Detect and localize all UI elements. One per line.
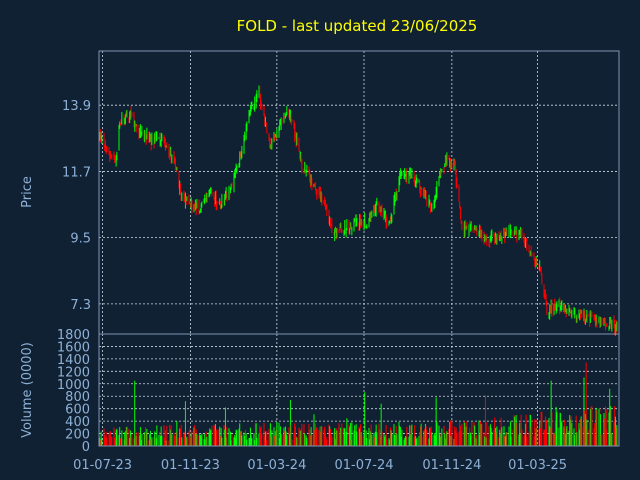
volume-tick-label: 1400 xyxy=(57,353,90,368)
price-panel-frame xyxy=(98,50,620,335)
chart-title: FOLD - last updated 23/06/2025 xyxy=(237,17,478,35)
x-tick-label: 01-03-24 xyxy=(247,458,306,473)
price-tick-label: 7.3 xyxy=(70,298,91,313)
volume-tick-label: 200 xyxy=(65,428,90,443)
price-candles xyxy=(98,85,620,336)
price-tick-label: 11.7 xyxy=(62,165,91,180)
volume-axis-label: Volume (0000) xyxy=(20,342,35,438)
volume-tick-label: 1600 xyxy=(57,340,90,355)
volume-bars xyxy=(98,338,620,446)
volume-tick-label: 1800 xyxy=(57,328,90,343)
price-axis-label: Price xyxy=(20,176,35,208)
volume-tick-label: 1200 xyxy=(57,365,90,380)
x-tick-label: 01-07-23 xyxy=(73,458,132,473)
volume-tick-label: 1000 xyxy=(57,378,90,393)
x-tick-label: 01-03-25 xyxy=(508,458,567,473)
volume-tick-label: 600 xyxy=(65,403,90,418)
price-tick-label: 9.5 xyxy=(70,232,91,247)
x-tick-label: 01-11-23 xyxy=(161,458,220,473)
volume-tick-label: 800 xyxy=(65,390,90,405)
price-tick-label: 13.9 xyxy=(62,99,91,114)
x-tick-label: 01-07-24 xyxy=(334,458,393,473)
x-tick-label: 01-11-24 xyxy=(422,458,481,473)
volume-tick-label: 0 xyxy=(82,440,90,455)
grid-lines xyxy=(99,51,619,446)
volume-tick-label: 400 xyxy=(65,415,90,430)
axis-labels: 13.9 11.7 9.5 7.3 18001600140012001000800600… xyxy=(57,99,567,473)
volume-panel-frame xyxy=(98,333,620,447)
